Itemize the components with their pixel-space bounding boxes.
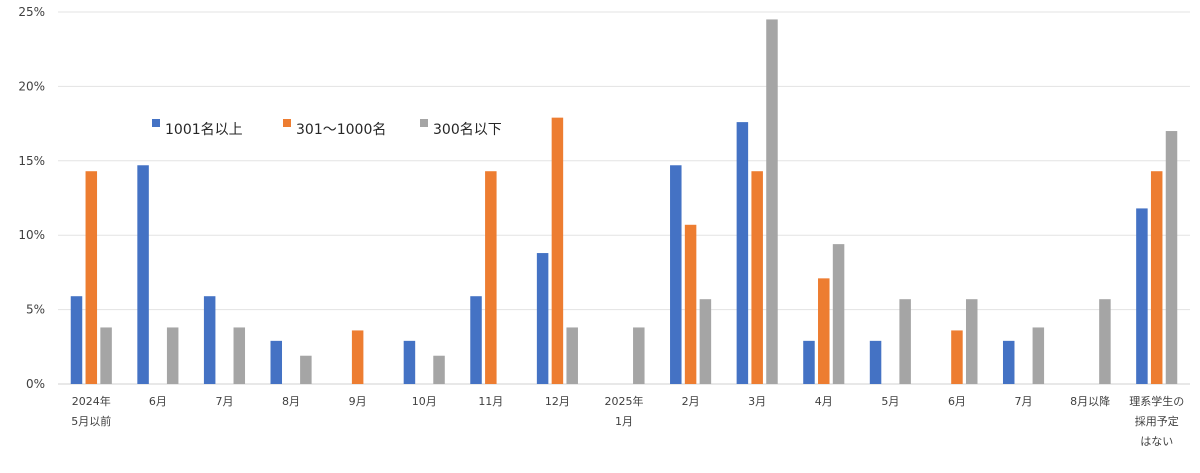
x-tick-label: 5月以前 bbox=[71, 414, 111, 428]
legend: 1001名以上 301～1000名 300名以下 bbox=[152, 119, 502, 138]
bar-3-12 bbox=[832, 244, 845, 384]
legend-label-3: 300名以下 bbox=[433, 122, 502, 138]
bar-3-13 bbox=[899, 299, 911, 384]
bar-3-3 bbox=[233, 327, 246, 384]
bar-2-10 bbox=[684, 224, 697, 384]
bar-3-11 bbox=[766, 19, 778, 384]
bar-3-8 bbox=[566, 327, 578, 384]
x-tick-label: 10月 bbox=[412, 395, 437, 408]
bar-2-14 bbox=[951, 330, 963, 384]
bars bbox=[70, 19, 1178, 384]
x-tick-label: 6月 bbox=[948, 395, 966, 408]
y-axis-ticks: 0% 5% 10% 15% 20% 25% bbox=[18, 5, 45, 391]
bar-2-11 bbox=[751, 171, 763, 384]
bar-3-15 bbox=[1032, 327, 1045, 384]
x-tick-label: 採用予定 bbox=[1135, 414, 1179, 428]
x-tick-label: 9月 bbox=[349, 395, 367, 408]
y-tick-label: 25% bbox=[18, 5, 45, 19]
y-tick-label: 10% bbox=[18, 228, 45, 242]
bar-2-8 bbox=[551, 117, 564, 384]
legend-label-2: 301～1000名 bbox=[296, 122, 386, 138]
x-tick-label: 理系学生の bbox=[1129, 394, 1184, 408]
bar-1-13 bbox=[869, 340, 882, 384]
x-tick-label: 1月 bbox=[615, 415, 633, 428]
x-tick-label: 6月 bbox=[149, 395, 167, 408]
x-tick-label: 2024年 bbox=[72, 394, 111, 408]
legend-swatch-1 bbox=[152, 119, 160, 127]
bar-3-10 bbox=[699, 299, 712, 384]
legend-swatch-2 bbox=[283, 119, 291, 127]
x-tick-label: 5月 bbox=[881, 395, 899, 408]
bar-1-10 bbox=[670, 165, 682, 384]
legend-label-1: 1001名以上 bbox=[165, 122, 243, 138]
bar-1-17 bbox=[1136, 208, 1148, 384]
bar-3-17 bbox=[1165, 131, 1178, 384]
bar-1-2 bbox=[137, 165, 149, 384]
y-tick-label: 0% bbox=[26, 377, 45, 391]
bar-3-16 bbox=[1099, 299, 1111, 384]
bar-2-17 bbox=[1150, 171, 1163, 384]
legend-swatch-3 bbox=[420, 119, 428, 127]
x-tick-label: 3月 bbox=[748, 395, 766, 408]
bar-3-6 bbox=[433, 355, 445, 384]
y-tick-label: 5% bbox=[26, 303, 45, 317]
x-tick-label: 2月 bbox=[682, 395, 700, 408]
bar-2-7 bbox=[485, 171, 497, 384]
x-tick-label: 11月 bbox=[478, 395, 503, 408]
x-tick-label: 4月 bbox=[815, 395, 833, 408]
x-tick-label: 8月以降 bbox=[1070, 394, 1110, 408]
y-tick-label: 15% bbox=[18, 154, 45, 168]
x-axis-labels: 2024年 5月以前 6月 7月 8月 9月 10月 11月 12月 2025年 1月 2月 3月 4月 5… bbox=[71, 394, 1184, 448]
bar-1-15 bbox=[1002, 340, 1015, 384]
bar-1-3 bbox=[203, 296, 216, 384]
y-tick-label: 20% bbox=[18, 79, 45, 93]
bar-3-4 bbox=[300, 355, 312, 384]
bar-3-14 bbox=[965, 299, 978, 384]
bar-2-1 bbox=[85, 171, 98, 384]
x-tick-label: 8月 bbox=[282, 395, 300, 408]
x-tick-label: 7月 bbox=[215, 395, 233, 408]
bar-1-8 bbox=[536, 253, 549, 384]
bar-3-1 bbox=[100, 327, 112, 384]
x-tick-label: はない bbox=[1140, 435, 1173, 448]
bar-1-7 bbox=[470, 296, 482, 384]
x-tick-label: 12月 bbox=[545, 395, 570, 408]
gridlines bbox=[58, 11, 1190, 385]
bar-1-4 bbox=[270, 340, 283, 384]
bar-3-9 bbox=[633, 327, 645, 384]
x-tick-label: 7月 bbox=[1015, 395, 1033, 408]
bar-1-1 bbox=[70, 296, 83, 384]
bar-2-5 bbox=[351, 330, 364, 384]
bar-1-12 bbox=[803, 340, 815, 384]
bar-1-11 bbox=[736, 122, 749, 384]
bar-3-2 bbox=[166, 327, 179, 384]
bar-2-12 bbox=[818, 278, 830, 384]
bar-1-6 bbox=[403, 340, 416, 384]
x-tick-label: 2025年 bbox=[605, 394, 644, 408]
